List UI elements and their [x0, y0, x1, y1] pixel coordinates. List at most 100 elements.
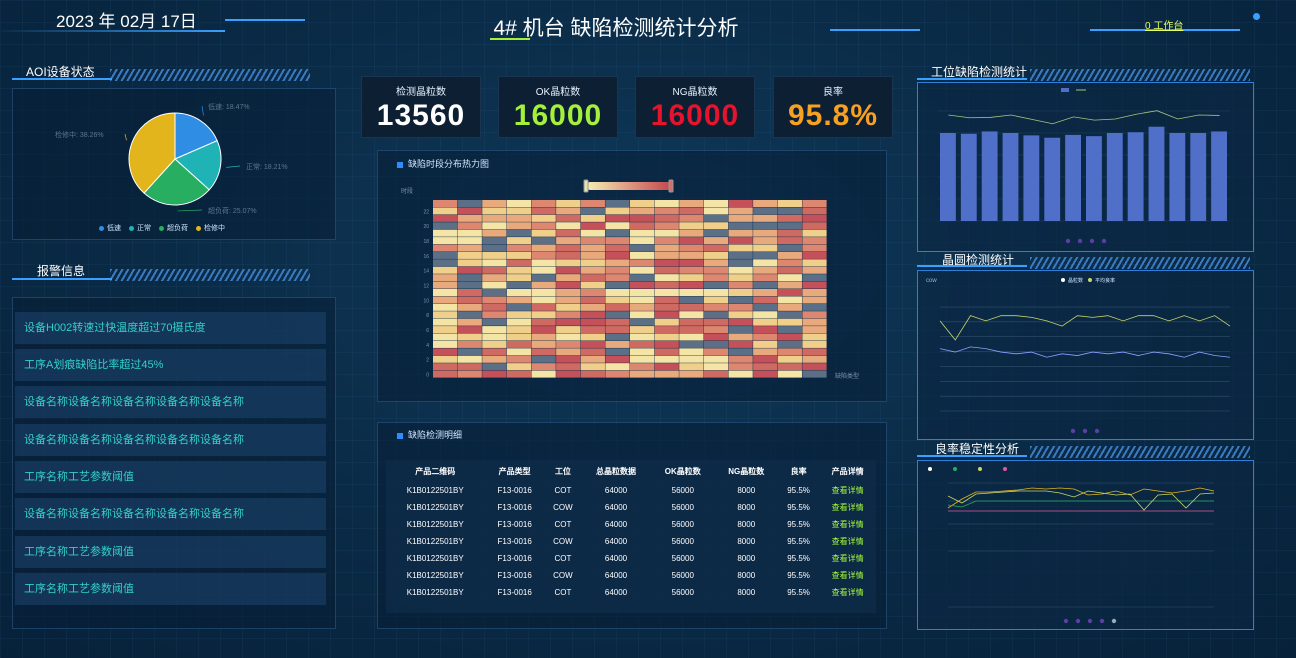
pager-dot-icon[interactable]: [1101, 238, 1107, 244]
heatmap-cell[interactable]: [703, 303, 729, 311]
heatmap-cell[interactable]: [482, 303, 507, 311]
heatmap-cell[interactable]: [654, 274, 679, 282]
heatmap-cell[interactable]: [457, 311, 482, 319]
heatmap-cell[interactable]: [777, 289, 802, 297]
alarm-item[interactable]: 设备H002转速过快温度超过70摄氏度: [15, 312, 326, 344]
alarm-item[interactable]: 设备名称设备名称设备名称设备名称设备名称: [15, 424, 326, 456]
heatmap-cell[interactable]: [457, 251, 482, 259]
heatmap-cell[interactable]: [482, 318, 507, 326]
heatmap-cell[interactable]: [556, 259, 581, 267]
alarm-item[interactable]: 工序名称工艺参数阈值: [15, 536, 326, 568]
heatmap-range-bar[interactable]: [587, 182, 671, 190]
heatmap-cell[interactable]: [580, 348, 605, 356]
heatmap-cell[interactable]: [605, 244, 630, 252]
heatmap-cell[interactable]: [703, 266, 729, 274]
heatmap-cell[interactable]: [802, 244, 827, 252]
heatmap-cell[interactable]: [728, 289, 753, 297]
heatmap-cell[interactable]: [728, 311, 753, 319]
heatmap-cell[interactable]: [531, 311, 556, 319]
heatmap-cell[interactable]: [433, 363, 458, 371]
heatmap-cell[interactable]: [506, 200, 532, 208]
heatmap-cell[interactable]: [433, 266, 458, 274]
heatmap-cell[interactable]: [457, 237, 482, 245]
heatmap-cell[interactable]: [605, 266, 630, 274]
heatmap-cell[interactable]: [630, 266, 655, 274]
heatmap-cell[interactable]: [556, 251, 581, 259]
heatmap-cell[interactable]: [556, 200, 581, 208]
heatmap-cell[interactable]: [580, 333, 605, 341]
heatmap-cell[interactable]: [580, 200, 605, 208]
heatmap-cell[interactable]: [433, 355, 458, 363]
heatmap-cell[interactable]: [506, 303, 532, 311]
heatmap-cell[interactable]: [433, 311, 458, 319]
heatmap-cell[interactable]: [753, 289, 778, 297]
heatmap-cell[interactable]: [506, 207, 532, 215]
heatmap-cell[interactable]: [679, 326, 704, 334]
heatmap-cell[interactable]: [654, 355, 679, 363]
heatmap-cell[interactable]: [605, 259, 630, 267]
heatmap-cell[interactable]: [457, 340, 482, 348]
heatmap-cell[interactable]: [703, 244, 729, 252]
heatmap-cell[interactable]: [654, 214, 679, 222]
heatmap-cell[interactable]: [777, 355, 802, 363]
heatmap-cell[interactable]: [482, 296, 507, 304]
heatmap-cell[interactable]: [679, 281, 704, 289]
alarm-item[interactable]: 工序名称工艺参数阈值: [15, 461, 326, 493]
heatmap-cell[interactable]: [630, 229, 655, 237]
heatmap-cell[interactable]: [802, 303, 827, 311]
heatmap-cell[interactable]: [531, 274, 556, 282]
heatmap-cell[interactable]: [457, 214, 482, 222]
heatmap-cell[interactable]: [630, 259, 655, 267]
heatmap-cell[interactable]: [506, 222, 532, 230]
heatmap-cell[interactable]: [433, 281, 458, 289]
heatmap-cell[interactable]: [777, 229, 802, 237]
heatmap-cell[interactable]: [580, 318, 605, 326]
heatmap-cell[interactable]: [630, 355, 655, 363]
view-details-link[interactable]: 查看详情: [831, 503, 864, 512]
pager-dot-icon[interactable]: [1099, 618, 1105, 624]
heatmap-cell[interactable]: [703, 326, 729, 334]
heatmap-cell[interactable]: [630, 207, 655, 215]
heatmap-cell[interactable]: [728, 355, 753, 363]
heatmap-cell[interactable]: [777, 222, 802, 230]
heatmap-cell[interactable]: [531, 266, 556, 274]
heatmap-cell[interactable]: [531, 296, 556, 304]
heatmap-cell[interactable]: [777, 340, 802, 348]
heatmap-cell[interactable]: [777, 326, 802, 334]
heatmap-cell[interactable]: [580, 237, 605, 245]
pager-dot-icon[interactable]: [1087, 618, 1093, 624]
range-handle-icon[interactable]: [583, 179, 589, 193]
heatmap-cell[interactable]: [482, 348, 507, 356]
heatmap-cell[interactable]: [580, 355, 605, 363]
heatmap-cell[interactable]: [654, 333, 679, 341]
heatmap-cell[interactable]: [630, 333, 655, 341]
heatmap-cell[interactable]: [630, 222, 655, 230]
heatmap-cell[interactable]: [753, 259, 778, 267]
pager-dot-icon[interactable]: [1077, 238, 1083, 244]
heatmap-cell[interactable]: [753, 266, 778, 274]
heatmap-cell[interactable]: [703, 251, 729, 259]
heatmap-cell[interactable]: [728, 303, 753, 311]
heatmap-cell[interactable]: [630, 281, 655, 289]
heatmap-cell[interactable]: [654, 266, 679, 274]
heatmap-cell[interactable]: [802, 281, 827, 289]
heatmap-cell[interactable]: [482, 222, 507, 230]
heatmap-cell[interactable]: [482, 244, 507, 252]
heatmap-cell[interactable]: [457, 318, 482, 326]
heatmap-cell[interactable]: [753, 222, 778, 230]
heatmap-cell[interactable]: [506, 318, 532, 326]
heatmap-cell[interactable]: [777, 274, 802, 282]
heatmap-cell[interactable]: [777, 281, 802, 289]
pie-slice[interactable]: [174, 139, 222, 191]
heatmap-cell[interactable]: [556, 363, 581, 371]
heatmap-cell[interactable]: [802, 207, 827, 215]
heatmap-cell[interactable]: [728, 222, 753, 230]
heatmap-cell[interactable]: [580, 340, 605, 348]
heatmap-cell[interactable]: [506, 340, 532, 348]
heatmap-cell[interactable]: [580, 281, 605, 289]
heatmap-cell[interactable]: [506, 266, 532, 274]
heatmap-cell[interactable]: [753, 326, 778, 334]
bar[interactable]: [1211, 131, 1227, 221]
heatmap-cell[interactable]: [728, 244, 753, 252]
heatmap-cell[interactable]: [457, 296, 482, 304]
